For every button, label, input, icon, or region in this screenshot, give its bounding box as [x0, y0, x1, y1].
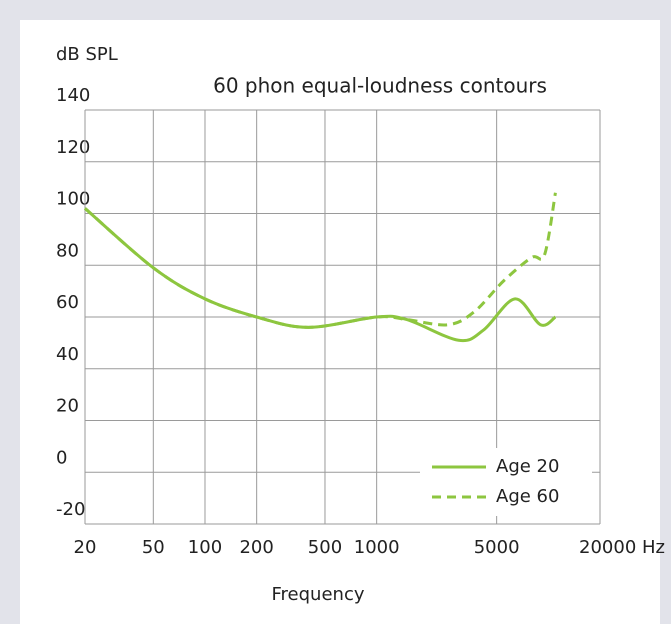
x-tick-label: 1000 — [354, 537, 400, 558]
chart-title: 60 phon equal-loudness contours — [213, 74, 547, 98]
x-tick-label: 200 — [239, 537, 273, 558]
x-tick-label: 20000 Hz — [579, 537, 665, 558]
x-tick-label: 50 — [142, 537, 165, 558]
x-axis-label: Frequency — [272, 584, 365, 605]
legend-label: Age 20 — [496, 456, 559, 477]
legend-box — [420, 448, 592, 516]
y-tick-label: 80 — [56, 240, 79, 261]
y-tick-label: 0 — [56, 447, 67, 468]
x-tick-label: 20 — [74, 537, 97, 558]
y-tick-label: 120 — [56, 137, 90, 158]
y-tick-label: 140 — [56, 85, 90, 106]
y-axis-label: dB SPL — [56, 44, 118, 65]
x-tick-label: 5000 — [474, 537, 520, 558]
y-tick-label: 20 — [56, 396, 79, 417]
y-tick-label: -20 — [56, 499, 85, 520]
y-tick-label: 60 — [56, 292, 79, 313]
x-tick-label: 100 — [188, 537, 222, 558]
x-tick-label: 500 — [308, 537, 342, 558]
legend-label: Age 60 — [496, 486, 559, 507]
y-tick-label: 100 — [56, 189, 90, 210]
y-tick-label: 40 — [56, 344, 79, 365]
